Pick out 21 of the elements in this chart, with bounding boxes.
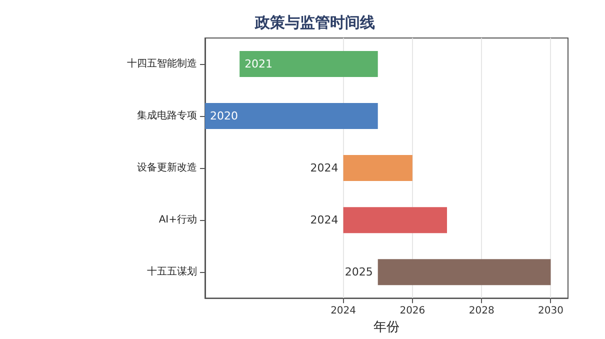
annotation: 2024 bbox=[310, 214, 338, 227]
bar bbox=[205, 103, 378, 130]
x-tick-label: 2028 bbox=[468, 306, 494, 317]
bar bbox=[343, 155, 412, 182]
x-tick-label: 2030 bbox=[538, 306, 564, 317]
bar bbox=[343, 207, 447, 234]
x-tick-label: 2026 bbox=[400, 306, 426, 317]
x-tick-label: 2024 bbox=[330, 306, 356, 317]
y-tick-label: AI+行动 bbox=[158, 214, 197, 226]
y-tick-label: 十四五智能制造 bbox=[127, 58, 197, 70]
y-tick-label: 集成电路专项 bbox=[137, 110, 197, 122]
annotation: 2021 bbox=[244, 58, 273, 71]
chart-title: 政策与监管时间线 bbox=[254, 14, 375, 32]
x-axis-title: 年份 bbox=[374, 320, 400, 335]
y-tick-label: 设备更新改造 bbox=[137, 162, 197, 174]
bar bbox=[240, 51, 378, 78]
annotation: 2025 bbox=[344, 266, 373, 279]
annotation: 2020 bbox=[210, 110, 238, 123]
bar bbox=[378, 259, 551, 286]
y-tick-label: 十五五谋划 bbox=[147, 266, 197, 278]
annotation: 2024 bbox=[310, 162, 338, 175]
